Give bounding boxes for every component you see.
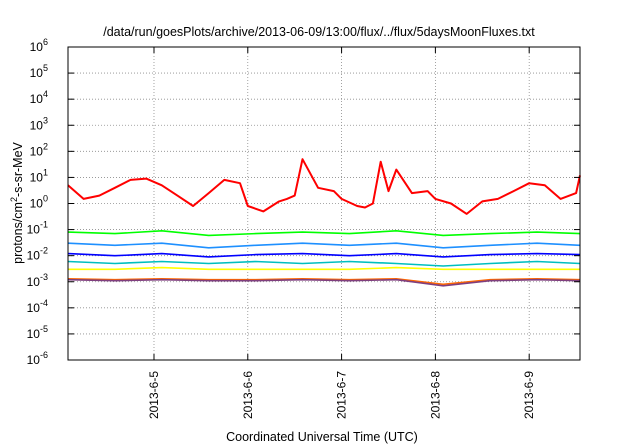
x-tick-label: 2013-6-8 <box>428 371 442 419</box>
series-line <box>67 277 581 286</box>
y-tick-label: 101 <box>30 167 48 184</box>
y-tick-label-base: 10 <box>30 66 44 80</box>
x-axis: 2013-6-5 2013-6-6 2013-6-7 2013-6-8 2013-6-9 <box>147 47 536 419</box>
y-tick-label-exp: 6 <box>43 37 48 47</box>
y-axis-label-rest: -s-sr-MeV <box>11 141 25 197</box>
series-line <box>67 252 581 258</box>
y-tick-label-base: 10 <box>30 40 44 54</box>
series-line <box>67 242 581 249</box>
y-tick-label: 106 <box>30 37 48 54</box>
y-axis: 10-610-510-410-310-210-11001011021031041… <box>27 37 580 367</box>
series-line <box>67 278 581 287</box>
y-tick-label-base: 10 <box>30 144 44 158</box>
y-tick-label-base: 10 <box>27 223 41 237</box>
y-tick-label: 104 <box>30 89 48 106</box>
y-tick-label-exp: 3 <box>43 115 48 125</box>
y-tick-label-exp: -2 <box>40 246 48 256</box>
x-tick-label: 2013-6-5 <box>147 371 161 419</box>
y-tick-label-base: 10 <box>30 170 44 184</box>
y-tick-label-base: 10 <box>30 118 44 132</box>
y-axis-label: protons/cm2-s-sr-MeV <box>9 141 25 263</box>
y-tick-label-exp: -5 <box>40 324 48 334</box>
y-tick-label-exp: -6 <box>40 350 48 360</box>
y-tick-label: 10-1 <box>27 220 48 237</box>
y-tick-label-base: 10 <box>27 301 41 315</box>
y-tick-label-exp: 1 <box>43 167 48 177</box>
series-group <box>67 158 581 287</box>
y-tick-label: 10-6 <box>27 350 48 367</box>
y-tick-label-base: 10 <box>27 249 41 263</box>
y-tick-label-base: 10 <box>30 92 44 106</box>
y-tick-label-base: 10 <box>27 353 41 367</box>
x-tick-label: 2013-6-7 <box>335 371 349 419</box>
chart-title: /data/run/goesPlots/archive/2013-06-09/1… <box>103 25 535 39</box>
y-axis-label-base: protons/cm <box>11 202 25 264</box>
series-line <box>68 266 580 271</box>
y-tick-label: 10-5 <box>27 324 48 341</box>
y-tick-label-base: 10 <box>27 327 41 341</box>
x-tick-label: 2013-6-9 <box>522 371 536 419</box>
y-tick-label-base: 10 <box>27 275 41 289</box>
y-tick-label: 100 <box>30 194 48 211</box>
y-tick-label: 102 <box>30 141 48 158</box>
y-tick-label-exp: -4 <box>40 298 48 308</box>
y-tick-label-exp: 4 <box>43 89 48 99</box>
y-tick-label-exp: -1 <box>40 220 48 230</box>
y-tick-label-exp: 2 <box>43 141 48 151</box>
series-line <box>67 260 581 267</box>
y-tick-label: 103 <box>30 115 48 132</box>
y-tick-label: 10-2 <box>27 246 48 263</box>
y-tick-label-exp: 0 <box>43 194 48 204</box>
y-tick-label-base: 10 <box>30 197 44 211</box>
y-axis-label-sup: 2 <box>9 197 19 202</box>
grid <box>68 47 580 360</box>
y-tick-label-exp: -3 <box>40 272 48 282</box>
y-tick-label: 10-3 <box>27 272 48 289</box>
series-line <box>67 230 581 237</box>
x-tick-label: 2013-6-6 <box>241 371 255 419</box>
y-tick-label: 105 <box>30 63 48 80</box>
series-line <box>67 158 581 215</box>
y-tick-label: 10-4 <box>27 298 48 315</box>
x-axis-label: Coordinated Universal Time (UTC) <box>226 430 418 444</box>
y-tick-label-exp: 5 <box>43 63 48 73</box>
